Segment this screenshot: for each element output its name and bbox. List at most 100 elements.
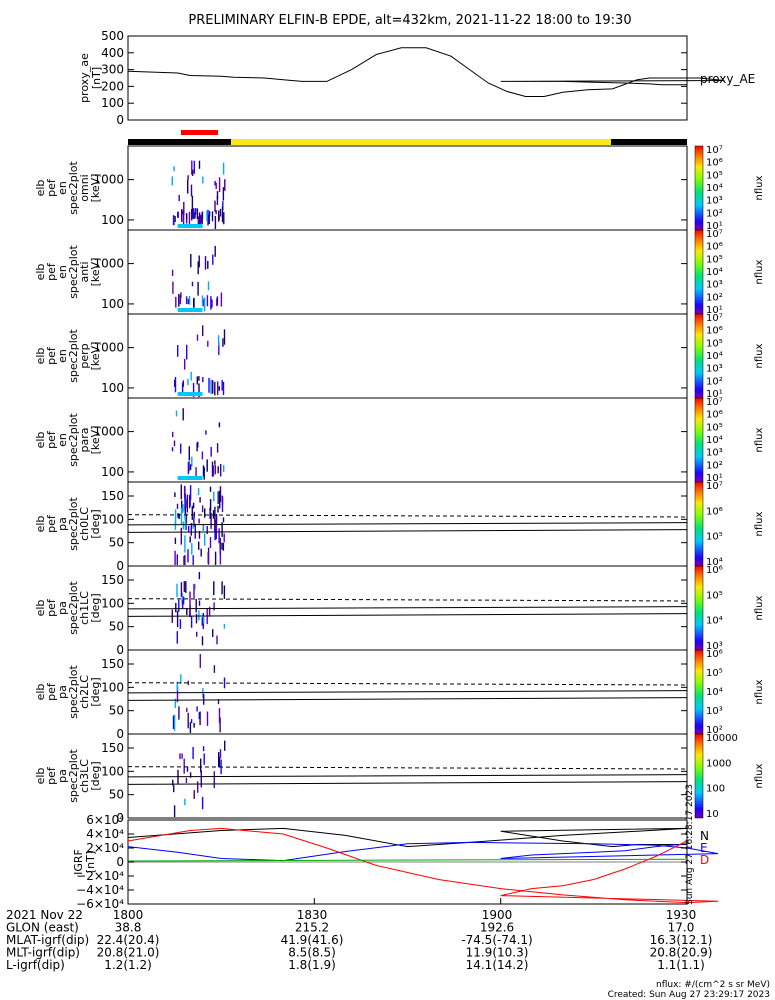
spectrogram-streak [193, 298, 195, 307]
spectrogram-streak [185, 777, 188, 783]
spectrogram-low-energy-band [177, 392, 203, 396]
tick-label: 50 [109, 536, 124, 550]
spectrogram-streak [199, 711, 201, 726]
panel-ylabel: elb [34, 768, 47, 785]
spectrogram-streak [218, 422, 221, 428]
spectrogram-streak [220, 292, 223, 307]
spectrogram-streak [217, 466, 219, 474]
ae-panel: 500 400 300 200 100 0 proxy_ae [nT] proxy_AE [78, 29, 755, 127]
panel-ylabel: [keV] [89, 426, 102, 455]
colorbar-unit: nflux [754, 175, 765, 200]
spectrogram-streak [217, 335, 220, 346]
spectrogram-streak [192, 555, 194, 565]
spectrogram-streak [215, 514, 218, 526]
spectrogram-streak [222, 542, 225, 551]
spectrogram-streak [173, 440, 176, 447]
plot-title: PRELIMINARY ELFIN-B EPDE, alt=432km, 202… [188, 13, 631, 28]
spectrogram-streak [211, 211, 214, 222]
igrf-ylabel: IGRF [72, 849, 85, 875]
colorbar-label: 10⁴ [706, 183, 723, 194]
ae-tick-label: 300 [101, 63, 124, 77]
colorbar-label: 10⁶ [706, 506, 723, 517]
colorbar-label: 1000 [706, 758, 731, 769]
status-bar [128, 130, 687, 145]
spectrogram-streak [181, 210, 184, 215]
colorbar-label: 10⁷ [706, 229, 723, 240]
spectrogram-streak [190, 615, 193, 628]
panel-ylabel: elb [34, 264, 47, 281]
colorbar-label: 10² [706, 292, 723, 303]
spectrogram-streak [172, 431, 174, 438]
spectrogram-streak [203, 615, 205, 624]
spectrogram-streak [182, 380, 184, 387]
spectrogram-streak [183, 758, 185, 774]
spectrogram-streak [197, 441, 199, 448]
colorbar-label: 10³ [706, 641, 723, 652]
spectrogram-streak [186, 707, 188, 712]
spectrogram-streak [176, 583, 178, 598]
colorbar-label: 10⁷ [706, 145, 723, 156]
spectrogram-streak [218, 528, 220, 544]
spectrogram-streak [198, 572, 201, 580]
spectrogram-streak [186, 494, 188, 513]
spectrogram-low-energy-band [177, 224, 203, 228]
spectrogram-streak [202, 325, 204, 337]
ae-ticks: 500 400 300 200 100 0 [101, 29, 687, 127]
ae-tick-label: 500 [101, 29, 124, 43]
spectrogram-streak [178, 599, 180, 612]
panel-ylabel: en [56, 433, 69, 447]
tick-label: 100 [101, 764, 124, 778]
spectrogram-streak [190, 184, 193, 197]
colorbar-unit: nflux [754, 343, 765, 368]
spectrogram-streak [184, 506, 186, 519]
colorbar [694, 145, 704, 231]
spectrogram-streak [193, 723, 195, 728]
spectrogram-streak [202, 176, 204, 184]
loss-cone-line [127, 606, 688, 610]
panel-ylabel: ch0LC [78, 507, 91, 541]
colorbar-unit: nflux [754, 679, 765, 704]
colorbar-label: 10⁶ [706, 158, 723, 169]
spectrogram-streak [176, 686, 179, 703]
spectrogram-streak [223, 465, 225, 472]
spectrogram-streak [206, 295, 209, 307]
footer-row-value: 1930 [666, 908, 697, 922]
igrf-legend-e: E [700, 841, 708, 855]
igrf-legend-d: D [700, 853, 709, 867]
spectrogram-streak [203, 753, 205, 765]
spectrogram-streak [192, 169, 194, 176]
spectrogram-streak [186, 608, 188, 616]
spectrogram-streak [201, 295, 204, 306]
panel-ylabel: pef [45, 430, 58, 449]
spectrogram-streak [176, 610, 179, 627]
spectrogram-streak [185, 296, 188, 305]
spectrogram-streak [192, 383, 195, 397]
spectrogram-streak [181, 382, 184, 396]
igrf-tick-label: −6×10⁴ [76, 897, 124, 911]
spectrogram-streak [212, 254, 214, 265]
loss-cone-line [127, 529, 688, 533]
panel-ylabel: elb [34, 180, 47, 197]
spectrogram-streak [213, 491, 215, 502]
igrf-tick-label: 4×10⁴ [86, 827, 124, 841]
spectrogram-streak [179, 619, 182, 629]
spectrogram-streak [184, 798, 186, 806]
spectrogram-streak [215, 182, 217, 190]
spectrogram-streak [191, 281, 194, 287]
colorbar-label: 10⁵ [706, 422, 723, 433]
spectrogram-streak [222, 187, 225, 201]
spectrogram-streak [172, 281, 174, 294]
panel-ylabel: ch2LC [78, 675, 91, 709]
spectrogram-streak [195, 467, 197, 479]
spectrogram-streak [212, 465, 215, 477]
colorbar-label: 10⁶ [706, 242, 723, 253]
loss-cone-line [127, 690, 688, 694]
ae-line [127, 47, 725, 97]
igrf-tick-label: 0 [116, 855, 124, 869]
spectrogram-streak [197, 216, 199, 228]
spectrogram-streak [183, 581, 185, 592]
spectrogram-streak [180, 582, 183, 597]
